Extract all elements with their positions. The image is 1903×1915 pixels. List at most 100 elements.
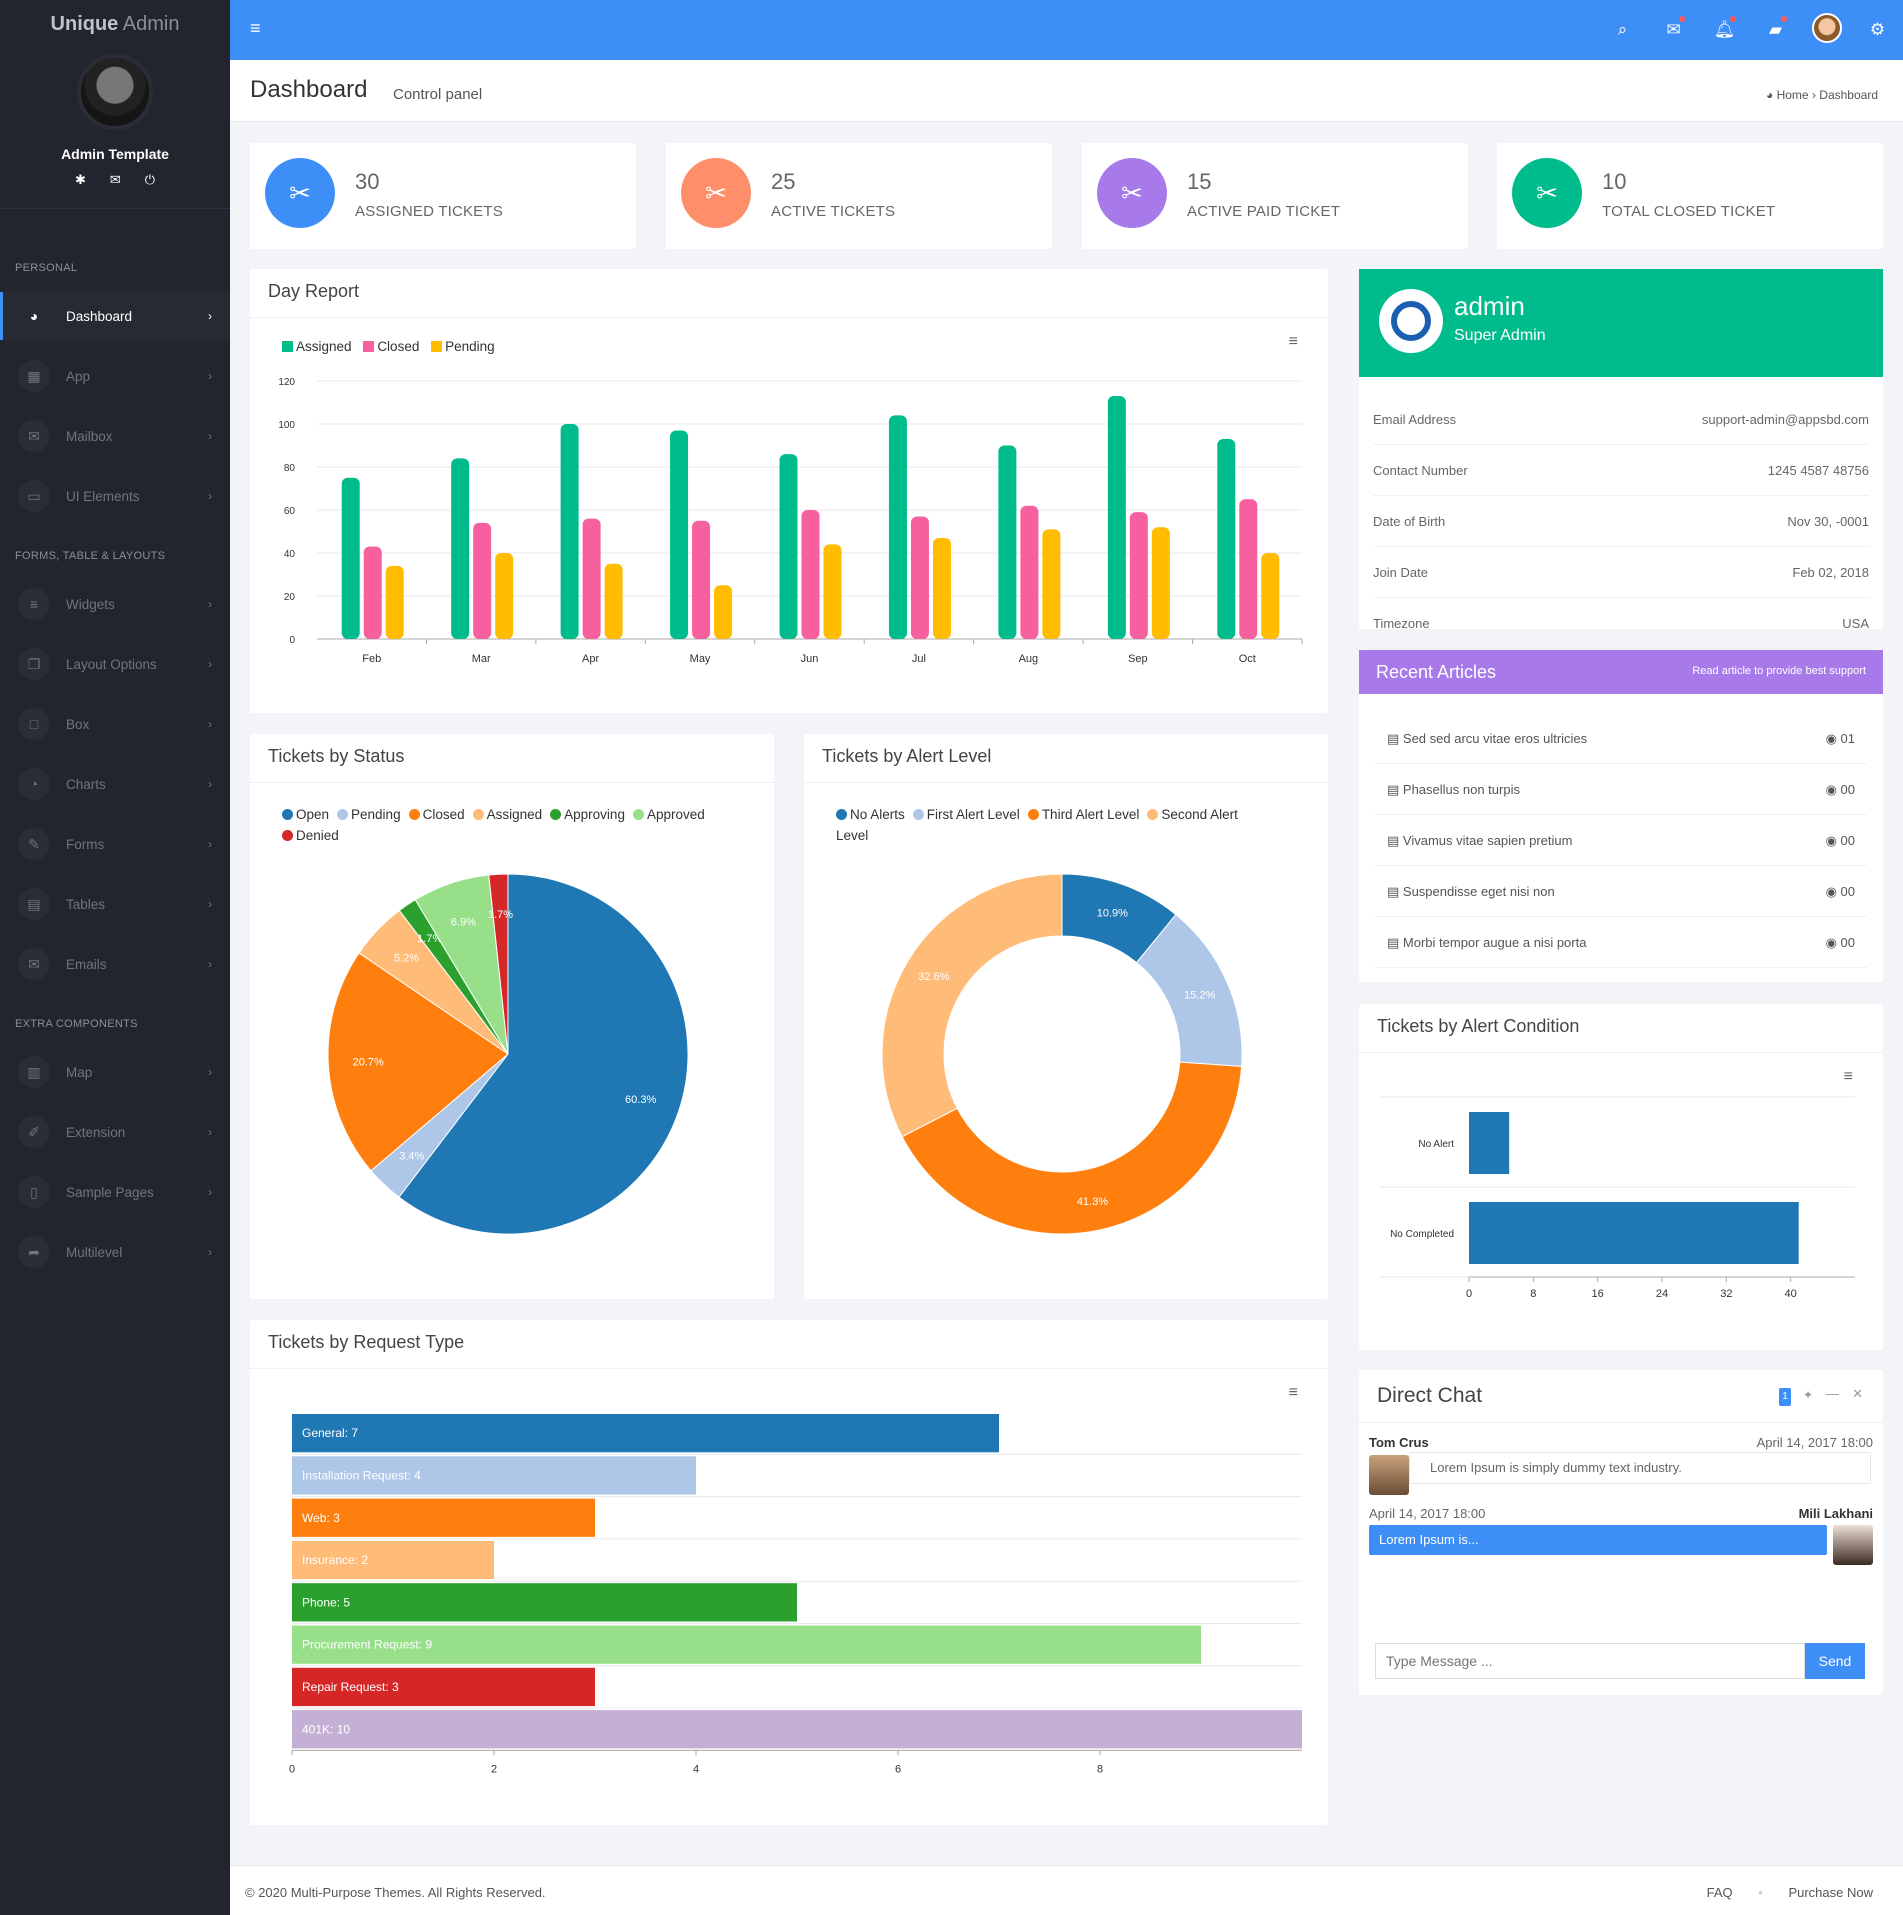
sidebar-item-app[interactable]: ▦ App › bbox=[0, 352, 230, 400]
article-item[interactable]: ▤ Vivamus vitae sapien pretium ◉ 00 bbox=[1375, 816, 1867, 866]
close-icon[interactable]: ✕ bbox=[1852, 1386, 1863, 1401]
chevron-right-icon: › bbox=[208, 717, 212, 731]
chat-icon[interactable]: ▰ bbox=[1750, 16, 1801, 40]
ticket-icon: ✂ bbox=[681, 158, 751, 228]
chart-menu-icon[interactable]: ≡ bbox=[1843, 1068, 1853, 1085]
chevron-right-icon: › bbox=[208, 1065, 212, 1079]
bar-closed bbox=[1129, 512, 1148, 639]
sidebar-item-box[interactable]: □ Box › bbox=[0, 700, 230, 748]
list-icon: ≡ bbox=[18, 588, 50, 620]
sidebar-item-extension[interactable]: ✐ Extension › bbox=[0, 1108, 230, 1156]
chevron-right-icon: › bbox=[208, 957, 212, 971]
legend-item[interactable]: Approving bbox=[550, 807, 625, 822]
bar-label: Phone: 5 bbox=[302, 1595, 350, 1609]
profile-row-label: Timezone bbox=[1373, 616, 1430, 631]
legend-item[interactable]: Pending bbox=[337, 807, 401, 822]
sidebar-item-sample-pages[interactable]: ▯ Sample Pages › bbox=[0, 1168, 230, 1216]
profile-row-value: 1245 4587 48756 bbox=[1767, 463, 1869, 478]
chat-sender-name: Tom Crus bbox=[1369, 1435, 1429, 1450]
legend-item[interactable]: Third Alert Level bbox=[1027, 807, 1139, 822]
nav-header-extra: EXTRA COMPONENTS bbox=[15, 1018, 138, 1030]
legend-item[interactable]: Second Alert Level bbox=[836, 807, 1238, 843]
purchase-link[interactable]: Purchase Now bbox=[1788, 1885, 1873, 1900]
brand-logo[interactable]: Unique Admin bbox=[50, 13, 180, 35]
legend-item[interactable]: Assigned bbox=[282, 339, 352, 354]
bar-label: Installation Request: 4 bbox=[302, 1468, 421, 1482]
legend-item[interactable]: Denied bbox=[282, 828, 339, 843]
envelope-icon[interactable]: ✉ bbox=[109, 172, 121, 187]
minimize-icon[interactable]: — bbox=[1826, 1386, 1839, 1401]
search-icon[interactable]: ⌕ bbox=[1617, 20, 1628, 39]
sidebar-item-charts[interactable]: ◔ Charts › bbox=[0, 760, 230, 808]
mail-icon[interactable]: ✉ bbox=[1648, 16, 1699, 40]
x-tick-label: Jul bbox=[912, 653, 926, 665]
article-item[interactable]: ▤ Phasellus non turpis ◉ 00 bbox=[1375, 765, 1867, 815]
page-subtitle: Control panel bbox=[393, 86, 483, 103]
legend-item[interactable]: Approved bbox=[632, 807, 705, 822]
day-report-legend: Assigned Closed Pending bbox=[282, 339, 503, 354]
power-icon[interactable]: ⏻ bbox=[144, 172, 156, 187]
gear-icon[interactable]: ✱ bbox=[74, 172, 86, 187]
user-avatar-button[interactable] bbox=[1801, 12, 1852, 48]
chart-menu-icon[interactable]: ≡ bbox=[1288, 333, 1298, 350]
tickets-status-title: Tickets by Status bbox=[268, 746, 405, 766]
chevron-right-icon: › bbox=[208, 1185, 212, 1199]
legend-item[interactable]: Closed bbox=[408, 807, 465, 822]
sidebar-item-widgets[interactable]: ≡ Widgets › bbox=[0, 580, 230, 628]
chevron-right-icon: › bbox=[208, 657, 212, 671]
legend-item[interactable]: Assigned bbox=[472, 807, 542, 822]
legend-item[interactable]: No Alerts bbox=[836, 807, 905, 822]
chat-badge: 1 bbox=[1779, 1388, 1791, 1406]
eye-icon: ◉ bbox=[1825, 883, 1841, 899]
settings-gear-icon[interactable]: ⚙ bbox=[1869, 20, 1886, 39]
legend-item[interactable]: Open bbox=[282, 807, 329, 822]
article-title[interactable]: Vivamus vitae sapien pretium bbox=[1402, 832, 1573, 848]
sidebar-item-ui-elements[interactable]: ▭ UI Elements › bbox=[0, 472, 230, 520]
sidebar-item-dashboard[interactable]: ◕ Dashboard › bbox=[0, 292, 230, 340]
bar-closed bbox=[582, 518, 601, 639]
bar-closed bbox=[692, 520, 711, 639]
bar-assigned bbox=[670, 430, 689, 639]
sidebar-item-forms[interactable]: ✎ Forms › bbox=[0, 820, 230, 868]
bar-assigned bbox=[888, 415, 907, 639]
sidebar-item-emails[interactable]: ✉ Emails › bbox=[0, 940, 230, 988]
article-item[interactable]: ▤ Sed sed arcu vitae eros ultricies ◉ 01 bbox=[1375, 714, 1867, 764]
hamburger-icon[interactable]: ≡ bbox=[250, 18, 261, 38]
article-title[interactable]: Sed sed arcu vitae eros ultricies bbox=[1402, 730, 1588, 746]
sidebar-item-mailbox[interactable]: ✉ Mailbox › bbox=[0, 412, 230, 460]
dashboard-icon: ◕ bbox=[1765, 88, 1774, 102]
sidebar-item-map[interactable]: ▥ Map › bbox=[0, 1048, 230, 1096]
sidebar-item-multilevel[interactable]: ➦ Multilevel › bbox=[0, 1228, 230, 1276]
avatar[interactable] bbox=[77, 54, 153, 130]
bar-closed bbox=[1239, 499, 1258, 639]
article-title[interactable]: Phasellus non turpis bbox=[1402, 781, 1520, 797]
y-tick-label: No Alert bbox=[1418, 1139, 1454, 1150]
sidebar-item-tables[interactable]: ▤ Tables › bbox=[0, 880, 230, 928]
faq-link[interactable]: FAQ bbox=[1706, 1885, 1733, 1900]
article-title[interactable]: Morbi tempor augue a nisi porta bbox=[1402, 934, 1587, 950]
stat-card-closed: ✂ 10 TOTAL CLOSED TICKET bbox=[1497, 143, 1883, 249]
x-tick-label: 40 bbox=[1785, 1288, 1797, 1300]
tickets-alert-title: Tickets by Alert Level bbox=[822, 746, 992, 766]
article-title[interactable]: Suspendisse eget nisi non bbox=[1402, 883, 1555, 899]
chevron-right-icon: › bbox=[208, 897, 212, 911]
article-item[interactable]: ▤ Morbi tempor augue a nisi porta ◉ 00 bbox=[1375, 918, 1867, 968]
article-item[interactable]: ▤ Suspendisse eget nisi non ◉ 00 bbox=[1375, 867, 1867, 917]
chart-menu-icon[interactable]: ≡ bbox=[1288, 1384, 1298, 1401]
legend-item[interactable]: Closed bbox=[363, 339, 419, 354]
y-tick-label: 120 bbox=[278, 377, 295, 388]
send-button[interactable]: Send bbox=[1805, 1643, 1865, 1679]
profile-row: Date of Birth Nov 30, -0001 bbox=[1373, 497, 1869, 547]
slice-label: 6.9% bbox=[451, 916, 476, 928]
tickets-condition-title: Tickets by Alert Condition bbox=[1377, 1016, 1580, 1036]
legend-item[interactable]: First Alert Level bbox=[912, 807, 1020, 822]
chat-message-input[interactable] bbox=[1375, 1643, 1805, 1679]
comments-icon[interactable]: ✦ bbox=[1802, 1388, 1813, 1402]
legend-item[interactable]: Pending bbox=[431, 339, 495, 354]
bar-pending bbox=[1151, 527, 1170, 639]
direct-chat-card: Direct Chat 1 ✦ — ✕ Tom Crus April 14, 2… bbox=[1359, 1370, 1883, 1695]
status-legend: Open Pending Closed Assigned Approving Approv… bbox=[282, 804, 722, 846]
breadcrumb-home[interactable]: Home bbox=[1776, 88, 1809, 102]
bell-icon[interactable]: 🔔︎ bbox=[1699, 16, 1750, 40]
sidebar-item-layout-options[interactable]: ❐ Layout Options › bbox=[0, 640, 230, 688]
